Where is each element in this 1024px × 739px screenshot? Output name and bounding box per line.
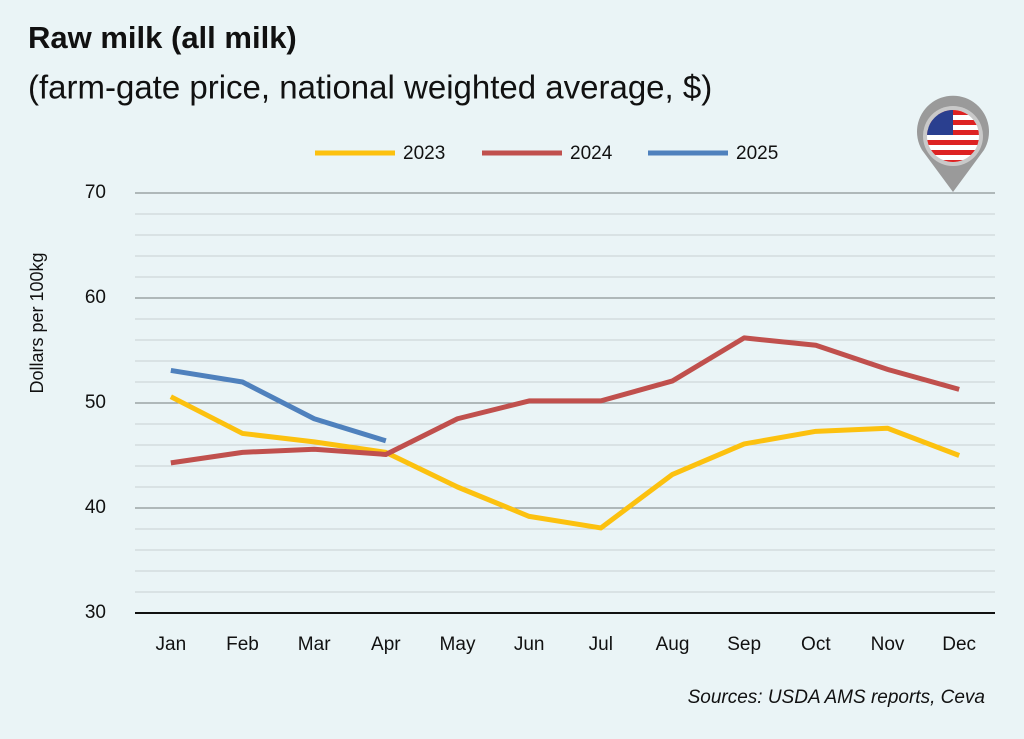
y-tick-label: 50 bbox=[85, 392, 106, 413]
chart-title: Raw milk (all milk) bbox=[28, 20, 297, 55]
x-tick-label: Feb bbox=[226, 634, 259, 655]
legend-label: 2025 bbox=[736, 143, 778, 164]
x-tick-label: Jan bbox=[156, 634, 187, 655]
chart-subtitle: (farm-gate price, national weighted aver… bbox=[28, 69, 712, 106]
legend-label: 2023 bbox=[403, 143, 445, 164]
x-tick-label: Apr bbox=[371, 634, 401, 655]
x-tick-label: Nov bbox=[871, 634, 905, 655]
line-series bbox=[169, 394, 961, 531]
legend-label: 2024 bbox=[570, 143, 613, 164]
y-axis-label: Dollars per 100kg bbox=[27, 252, 47, 393]
y-tick-label: 30 bbox=[85, 602, 106, 623]
x-tick-label: Jun bbox=[514, 634, 545, 655]
line-series bbox=[170, 367, 387, 444]
y-tick-label: 70 bbox=[85, 182, 106, 203]
x-tick-label: May bbox=[440, 634, 476, 655]
line-series bbox=[170, 335, 960, 466]
y-tick-label: 60 bbox=[85, 287, 106, 308]
flag-icon bbox=[917, 95, 989, 192]
x-tick-label: Jul bbox=[589, 634, 613, 655]
y-tick-label: 40 bbox=[85, 497, 106, 518]
x-tick-label: Aug bbox=[656, 634, 690, 655]
x-tick-label: Mar bbox=[298, 634, 331, 655]
x-tick-label: Dec bbox=[942, 634, 976, 655]
x-tick-label: Oct bbox=[801, 634, 831, 655]
x-tick-label: Sep bbox=[727, 634, 761, 655]
source: Sources: USDA AMS reports, Ceva bbox=[688, 687, 985, 708]
